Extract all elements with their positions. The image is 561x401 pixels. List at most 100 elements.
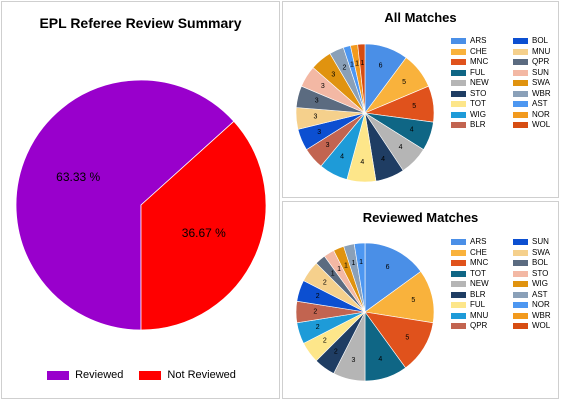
legend-item-reviewed: Reviewed <box>47 369 123 381</box>
legend-label: BLR <box>470 289 486 299</box>
legend-item-qpr: QPR <box>513 57 561 68</box>
summary-label-reviewed: 63.33 % <box>56 170 100 184</box>
legend-swatch <box>451 69 466 76</box>
legend-label: WIG <box>532 279 548 288</box>
legend-swatch <box>513 38 528 45</box>
legend-swatch <box>513 90 528 97</box>
legend-label: ARS <box>470 237 487 246</box>
legend-item-qpr: QPR <box>451 321 513 332</box>
summary-slice-not-reviewed <box>140 120 267 331</box>
legend-item-tot: TOT <box>451 99 513 110</box>
legend-label: WOL <box>532 120 551 129</box>
legend-item-mnu: MNU <box>451 311 513 322</box>
legend-label: NOR <box>532 109 550 119</box>
all-matches-legend: ARS BOL CHE MNU MNC QPR FUL SUN NEW SWA STO WBR TOT A… <box>451 36 561 131</box>
legend-item-ful: FUL <box>451 68 513 79</box>
legend-swatch <box>451 323 466 330</box>
legend-swatch <box>513 270 528 277</box>
all-label-new: 4 <box>399 144 403 151</box>
legend-item-not-reviewed: Not Reviewed <box>139 369 236 381</box>
legend-item-sto: STO <box>451 89 513 100</box>
legend-item-wbr: WBR <box>513 311 561 322</box>
legend-label: STO <box>532 268 549 278</box>
legend-swatch <box>451 270 466 277</box>
legend-item-wol: WOL <box>513 321 561 332</box>
legend-swatch <box>451 239 466 246</box>
legend-swatch <box>451 260 466 267</box>
legend-swatch <box>451 312 466 319</box>
summary-label-not-reviewed: 36.67 % <box>182 226 226 240</box>
legend-swatch <box>451 111 466 118</box>
reviewed-label-mnu: 2 <box>316 324 320 331</box>
legend-label: ARS <box>470 36 487 45</box>
all-label-bol: 3 <box>317 129 321 136</box>
legend-label: NEW <box>470 78 489 87</box>
legend-label: BOL <box>532 36 549 45</box>
legend-label: SUN <box>532 237 549 246</box>
all-label-mnu: 3 <box>314 113 318 120</box>
reviewed-label-wig: 1 <box>344 263 348 270</box>
all-label-tot: 4 <box>360 159 364 166</box>
legend-item-new: NEW <box>451 78 513 89</box>
legend-swatch <box>451 281 466 288</box>
legend-swatch <box>513 260 528 267</box>
all-label-che: 5 <box>402 79 406 86</box>
reviewed-matches-legend: ARS SUN CHE SWA MNC BOL TOT STO NEW WIG BLR AST FUL N… <box>451 237 561 332</box>
legend-item-ars: ARS <box>451 36 513 47</box>
legend-label: STO <box>470 88 487 98</box>
legend-item-ast: AST <box>513 99 561 110</box>
legend-swatch <box>451 249 466 256</box>
legend-item-mnu: MNU <box>513 47 561 58</box>
legend-swatch <box>451 59 466 66</box>
legend-item-che: CHE <box>451 47 513 58</box>
legend-item-sun: SUN <box>513 237 561 248</box>
legend-label: MNC <box>470 258 489 267</box>
legend-item-blr: BLR <box>451 120 513 131</box>
legend-item-nor: NOR <box>513 110 561 121</box>
legend-label: WOL <box>532 321 551 330</box>
legend-swatch <box>451 38 466 45</box>
legend-swatch <box>451 48 466 55</box>
reviewed-label-bol: 1 <box>331 271 335 278</box>
legend-swatch <box>513 312 528 319</box>
legend-label: QPR <box>532 57 550 66</box>
legend-item-new: NEW <box>451 279 513 290</box>
all-matches-title: All Matches <box>384 10 457 25</box>
reviewed-slice-ars <box>364 242 422 313</box>
legend-item-sun: SUN <box>513 68 561 79</box>
legend-label: BLR <box>470 120 486 129</box>
all-label-mnc: 5 <box>412 103 416 110</box>
all-label-ast: 1 <box>350 62 354 69</box>
legend-swatch <box>47 370 70 380</box>
legend-swatch <box>513 291 528 298</box>
all-label-ful: 4 <box>410 126 414 133</box>
reviewed-slice-nor <box>353 242 366 313</box>
review-summary-pie: 63.33 % 36.67 % <box>15 79 267 331</box>
legend-label: QPR <box>470 321 488 330</box>
legend-label: SWA <box>532 247 550 257</box>
legend-swatch <box>139 370 162 380</box>
legend-swatch <box>513 59 528 66</box>
reviewed-label-qpr: 2 <box>313 309 317 316</box>
legend-swatch <box>513 111 528 118</box>
all-label-wbr: 2 <box>343 64 347 71</box>
legend-label: WBR <box>532 88 551 98</box>
legend-item-ful: FUL <box>451 300 513 311</box>
legend-item-ast: AST <box>513 290 561 301</box>
legend-swatch <box>451 101 466 108</box>
all-label-sun: 3 <box>321 83 325 90</box>
reviewed-label-nor: 1 <box>359 259 363 266</box>
reviewed-matches-title: Reviewed Matches <box>362 210 479 225</box>
legend-swatch <box>513 69 528 76</box>
reviewed-label-che: 5 <box>411 297 415 304</box>
all-label-nor: 1 <box>355 60 359 67</box>
reviewed-label-mnc: 5 <box>405 334 409 341</box>
all-label-ars: 6 <box>379 62 383 69</box>
legend-swatch <box>451 80 466 87</box>
legend-label: SUN <box>532 67 549 77</box>
legend-item-swa: SWA <box>513 78 561 89</box>
legend-swatch <box>513 302 528 309</box>
legend-item-bol: BOL <box>513 36 561 47</box>
